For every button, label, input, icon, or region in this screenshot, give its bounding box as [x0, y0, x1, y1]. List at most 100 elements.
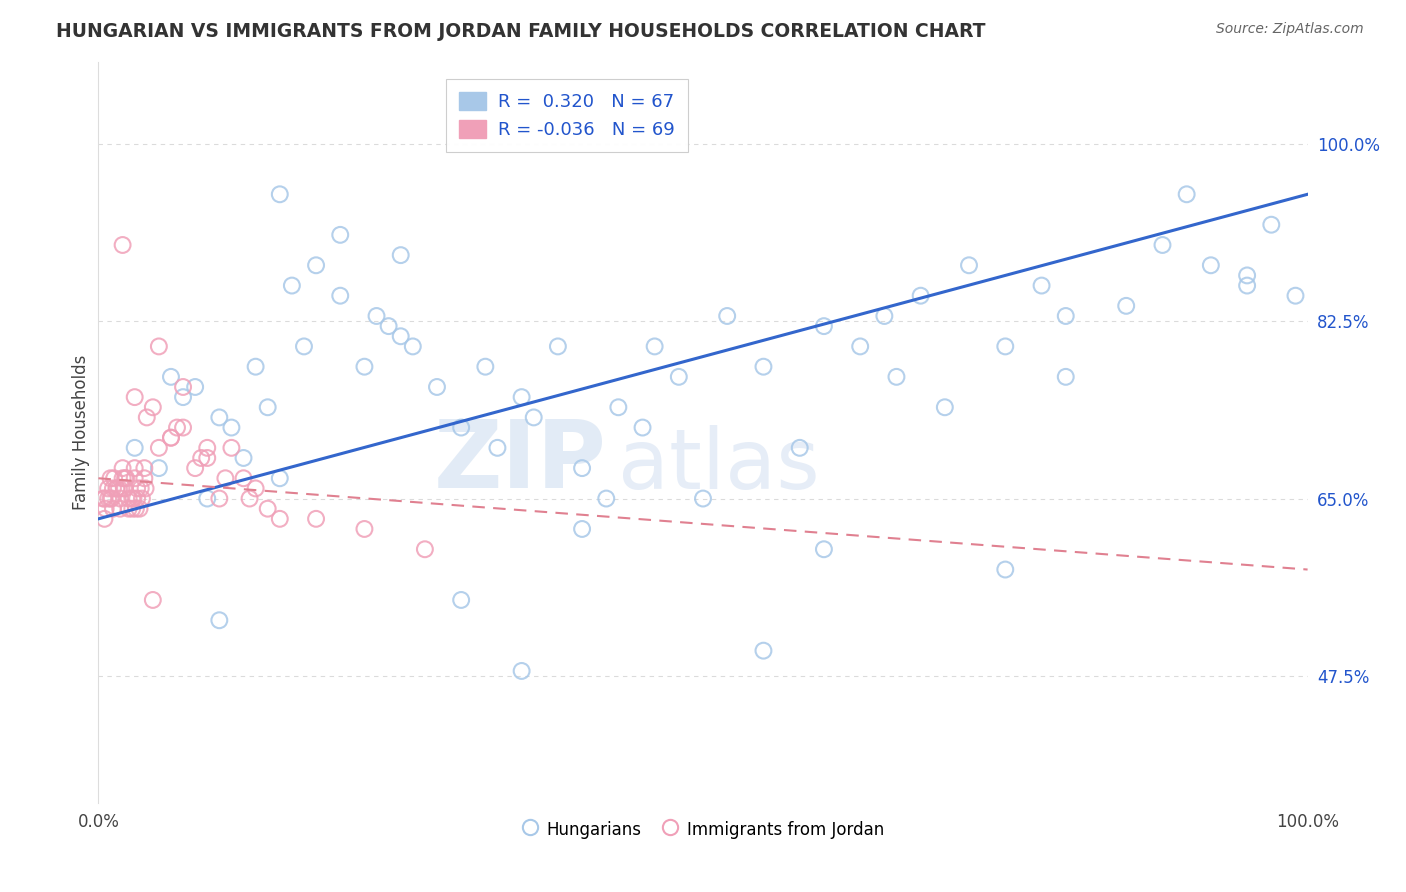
- Point: [100, 491, 122, 506]
- Point: [101, 482, 124, 496]
- Point: [114, 482, 136, 496]
- Point: [100, 471, 122, 485]
- Point: [134, 471, 156, 485]
- Point: [105, 482, 128, 496]
- Text: atlas: atlas: [619, 425, 820, 507]
- Point: [134, 461, 156, 475]
- Point: [148, 441, 170, 455]
- Point: [692, 491, 714, 506]
- Point: [111, 471, 134, 485]
- Point: [108, 491, 131, 506]
- Point: [101, 501, 124, 516]
- Point: [402, 339, 425, 353]
- Point: [131, 491, 153, 506]
- Point: [426, 380, 449, 394]
- Point: [1199, 258, 1222, 272]
- Point: [108, 501, 131, 516]
- Point: [184, 461, 207, 475]
- Point: [813, 542, 835, 557]
- Point: [1236, 268, 1258, 283]
- Point: [111, 461, 134, 475]
- Point: [184, 380, 207, 394]
- Point: [329, 227, 352, 242]
- Point: [1115, 299, 1137, 313]
- Point: [934, 401, 956, 415]
- Point: [103, 471, 125, 485]
- Point: [111, 238, 134, 252]
- Point: [195, 441, 218, 455]
- Point: [221, 441, 243, 455]
- Point: [195, 450, 218, 465]
- Point: [121, 501, 143, 516]
- Point: [122, 491, 145, 506]
- Point: [100, 491, 122, 506]
- Point: [118, 491, 141, 506]
- Point: [160, 431, 183, 445]
- Point: [366, 309, 388, 323]
- Point: [994, 562, 1017, 576]
- Point: [607, 401, 630, 415]
- Point: [124, 461, 146, 475]
- Point: [172, 420, 194, 434]
- Point: [142, 593, 165, 607]
- Point: [232, 471, 254, 485]
- Point: [1260, 218, 1282, 232]
- Point: [148, 339, 170, 353]
- Point: [668, 369, 690, 384]
- Point: [256, 401, 278, 415]
- Point: [239, 491, 262, 506]
- Point: [135, 410, 157, 425]
- Point: [886, 369, 908, 384]
- Point: [195, 491, 218, 506]
- Point: [631, 420, 654, 434]
- Point: [1175, 187, 1198, 202]
- Point: [91, 491, 114, 506]
- Point: [1284, 289, 1306, 303]
- Point: [813, 319, 835, 334]
- Point: [957, 258, 980, 272]
- Point: [752, 359, 775, 374]
- Point: [172, 380, 194, 394]
- Point: [214, 471, 236, 485]
- Point: [305, 512, 328, 526]
- Point: [93, 512, 115, 526]
- Point: [752, 643, 775, 657]
- Y-axis label: Family Households: Family Households: [72, 355, 90, 510]
- Point: [124, 390, 146, 404]
- Point: [523, 410, 546, 425]
- Point: [450, 593, 472, 607]
- Point: [208, 410, 231, 425]
- Point: [571, 522, 593, 536]
- Text: Source: ZipAtlas.com: Source: ZipAtlas.com: [1216, 22, 1364, 37]
- Point: [190, 450, 212, 465]
- Point: [486, 441, 509, 455]
- Point: [94, 501, 117, 516]
- Point: [1054, 369, 1077, 384]
- Point: [595, 491, 617, 506]
- Point: [112, 482, 135, 496]
- Point: [114, 471, 136, 485]
- Point: [93, 491, 115, 506]
- Point: [208, 613, 231, 627]
- Point: [474, 359, 496, 374]
- Point: [97, 491, 120, 506]
- Point: [142, 401, 165, 415]
- Point: [910, 289, 932, 303]
- Point: [547, 339, 569, 353]
- Point: [1031, 278, 1053, 293]
- Point: [97, 482, 120, 496]
- Point: [125, 501, 148, 516]
- Point: [1152, 238, 1174, 252]
- Point: [172, 390, 194, 404]
- Point: [127, 491, 149, 506]
- Point: [353, 522, 375, 536]
- Point: [124, 441, 146, 455]
- Point: [232, 450, 254, 465]
- Legend: Hungarians, Immigrants from Jordan: Hungarians, Immigrants from Jordan: [515, 813, 891, 847]
- Point: [789, 441, 811, 455]
- Point: [127, 482, 149, 496]
- Point: [1236, 278, 1258, 293]
- Point: [353, 359, 375, 374]
- Point: [1054, 309, 1077, 323]
- Point: [849, 339, 872, 353]
